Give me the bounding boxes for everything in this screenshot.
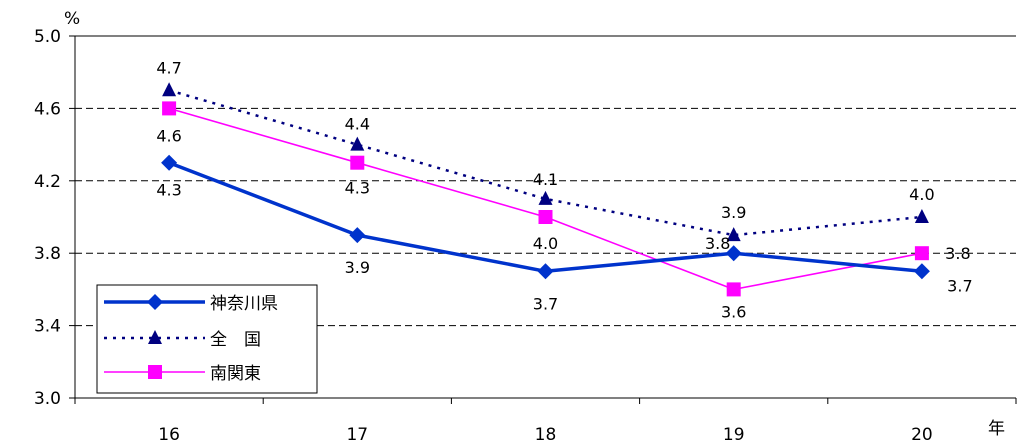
square-marker xyxy=(914,246,929,261)
data-label: 3.8 xyxy=(945,244,970,263)
data-label: 4.3 xyxy=(345,179,370,198)
square-marker xyxy=(162,101,177,116)
square-marker xyxy=(726,282,741,297)
data-label: 3.7 xyxy=(533,294,558,313)
triangle-marker xyxy=(914,209,929,223)
diamond-marker xyxy=(147,294,163,310)
data-label: 4.0 xyxy=(533,234,558,253)
data-label: 4.1 xyxy=(533,170,558,189)
triangle-marker xyxy=(148,330,162,344)
x-tick-label: 20 xyxy=(911,425,933,443)
series-layer xyxy=(161,82,930,297)
data-labels: 4.3 3.9 3.7 3.8 3.7 4.7 4.4 4.1 3.9 4.0 4.6 4.3 4.0 3… xyxy=(156,58,972,321)
y-tick-label: 3.8 xyxy=(34,244,61,264)
data-label: 3.6 xyxy=(721,302,746,321)
legend-label: 神奈川県 xyxy=(210,294,278,314)
data-label: 3.9 xyxy=(345,258,370,277)
triangle-marker xyxy=(538,190,553,205)
triangle-marker xyxy=(350,136,365,151)
x-tick-label: 19 xyxy=(723,425,745,443)
triangle-marker xyxy=(162,82,177,97)
y-tick-label: 3.0 xyxy=(34,389,61,409)
square-marker xyxy=(350,155,365,170)
legend-label: 全 国 xyxy=(210,330,261,350)
data-label: 3.8 xyxy=(705,234,730,253)
diamond-marker xyxy=(349,227,366,244)
y-tick-label: 4.2 xyxy=(34,172,61,192)
data-label: 4.3 xyxy=(156,181,181,200)
data-label: 4.6 xyxy=(156,126,181,145)
y-tick-label: 3.4 xyxy=(34,317,61,337)
diamond-marker xyxy=(913,263,930,280)
x-tick-label: 16 xyxy=(158,425,180,443)
diamond-marker xyxy=(161,154,178,171)
data-label: 4.4 xyxy=(345,115,370,134)
triangle-marker xyxy=(726,227,741,242)
y-tick-label: 5.0 xyxy=(34,27,61,47)
legend-label: 南関東 xyxy=(210,364,261,384)
data-label: 4.0 xyxy=(909,185,934,204)
square-marker xyxy=(538,210,553,224)
y-axis-unit: % xyxy=(64,9,80,29)
data-label: 3.7 xyxy=(947,276,972,295)
axes: 3.0 3.4 3.8 4.2 4.6 5.0 16 17 18 19 20 xyxy=(34,27,1017,443)
y-tick-label: 4.6 xyxy=(34,99,61,119)
x-tick-label: 18 xyxy=(535,425,557,443)
square-marker xyxy=(148,365,162,379)
diamond-marker xyxy=(725,245,742,262)
diamond-marker xyxy=(537,263,554,280)
x-tick-label: 17 xyxy=(346,425,368,443)
data-label: 4.7 xyxy=(156,58,181,77)
data-label: 3.9 xyxy=(721,203,746,222)
x-axis-unit: 年 xyxy=(988,419,1005,439)
